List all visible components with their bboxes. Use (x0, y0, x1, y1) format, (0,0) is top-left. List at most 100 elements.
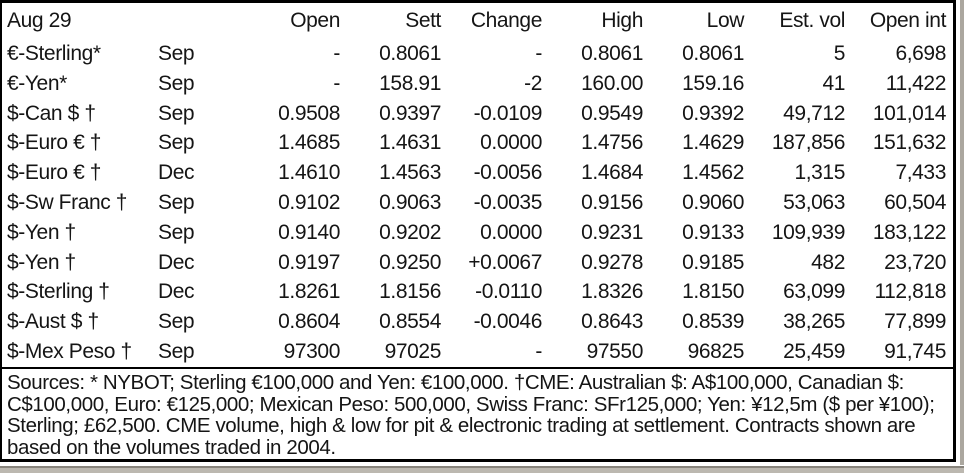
cell-contract: $-Euro € † (7, 161, 102, 185)
cell-est-vol: 41 (822, 71, 845, 95)
cell-open-int: 101,014 (872, 101, 947, 125)
cell-sett: 0.9063 (379, 190, 441, 214)
cell-open: 0.9508 (278, 101, 340, 125)
cell-open: 1.4685 (278, 131, 340, 155)
currency-futures-table: Aug 29 Open Sett Change High Low Est. vo… (2, 3, 953, 367)
page-shadow-right (960, 0, 964, 465)
cell-change: +0.0067 (468, 250, 542, 274)
cell-high: 0.9156 (581, 190, 643, 214)
cell-contract: $-Mex Peso † (7, 339, 132, 363)
cell-open: 1.4610 (278, 161, 340, 185)
cell-est-vol: 53,063 (783, 190, 845, 214)
cell-change: 0.0000 (480, 220, 542, 244)
column-header-sett: Sett (405, 9, 441, 32)
cell-low: 0.9392 (682, 101, 744, 125)
cell-est-vol: 1,315 (794, 161, 845, 185)
cell-contract: $-Aust $ † (7, 310, 99, 334)
cell-low: 0.8539 (682, 310, 744, 334)
cell-open: 0.9140 (278, 220, 340, 244)
cell-contract: $-Sterling † (7, 280, 110, 304)
cell-open-int: 112,818 (874, 280, 946, 304)
date-label: Aug 29 (7, 9, 72, 32)
cell-sett: 0.9397 (379, 101, 441, 125)
cell-low: 1.4562 (682, 161, 744, 185)
cell-high: 1.4684 (581, 161, 643, 185)
cell-open-int: 6,698 (895, 42, 946, 65)
cell-sett: 0.9202 (379, 220, 441, 244)
cell-open: - (333, 42, 340, 65)
cell-est-vol: 25,459 (783, 339, 845, 363)
cell-est-vol: 187,856 (771, 131, 846, 155)
cell-change: -0.0035 (473, 190, 543, 214)
cell-open-int: 77,899 (884, 310, 946, 334)
cell-open: - (333, 71, 340, 95)
cell-change: -0.0109 (473, 101, 543, 125)
cell-sett: 1.4631 (379, 131, 441, 155)
cell-sett: 97025 (384, 339, 442, 363)
cell-change: -2 (524, 71, 542, 95)
cell-contract: €-Yen* (7, 71, 67, 95)
cell-contract: $-Can $ † (7, 101, 96, 125)
cell-open: 0.8604 (278, 310, 340, 334)
cell-month: Dec (158, 161, 195, 185)
page-shadow-bottom (0, 466, 964, 473)
cell-month: Sep (158, 190, 195, 214)
cell-low: 1.4629 (682, 131, 744, 155)
cell-month: Dec (158, 280, 195, 304)
cell-est-vol: 482 (811, 250, 845, 274)
cell-open: 0.9197 (278, 250, 340, 274)
column-header-low: Low (706, 9, 745, 32)
cell-high: 0.9549 (581, 101, 643, 125)
cell-month: Sep (158, 339, 195, 363)
cell-change: -0.0110 (475, 280, 542, 304)
cell-low: 0.9060 (682, 190, 744, 214)
cell-change: -0.0056 (473, 161, 543, 185)
cell-month: Sep (158, 220, 195, 244)
column-header-open-int: Open int (869, 9, 947, 32)
cell-open: 1.8261 (278, 280, 340, 304)
cell-sett: 0.8554 (379, 310, 441, 334)
cell-month: Sep (158, 131, 195, 155)
cell-sett: 1.8156 (379, 280, 441, 304)
currency-futures-table-panel: Aug 29 Open Sett Change High Low Est. vo… (0, 0, 956, 462)
cell-month: Sep (158, 42, 195, 65)
cell-high: 1.4756 (581, 131, 643, 155)
cell-change: - (535, 339, 542, 363)
cell-open-int: 23,720 (884, 250, 946, 274)
cell-high: 0.8061 (581, 42, 643, 65)
cell-change: 0.0000 (480, 131, 542, 155)
cell-open-int: 183,122 (872, 220, 947, 244)
column-header-change: Change (470, 9, 543, 32)
cell-open: 97300 (283, 339, 341, 363)
cell-month: Dec (158, 250, 195, 274)
cell-contract: $-Sw Franc † (7, 190, 128, 214)
cell-est-vol: 5 (833, 42, 846, 65)
cell-sett: 0.9250 (379, 250, 441, 274)
sources-footnote: Sources: * NYBOT; Sterling €100,000 and … (2, 367, 953, 459)
cell-month: Sep (158, 101, 195, 125)
cell-high: 97550 (586, 339, 644, 363)
cell-open: 0.9102 (278, 190, 340, 214)
cell-change: - (535, 42, 542, 65)
cell-open-int: 60,504 (884, 190, 946, 214)
cell-month: Sep (158, 71, 195, 95)
cell-low: 96825 (687, 339, 745, 363)
cell-high: 0.9231 (581, 220, 643, 244)
column-header-high: High (601, 9, 643, 32)
cell-month: Sep (158, 310, 195, 334)
cell-low: 0.8061 (682, 42, 744, 65)
cell-open-int: 151,632 (872, 131, 947, 155)
cell-open-int: 11,422 (885, 71, 947, 95)
cell-sett: 158.91 (379, 71, 441, 95)
cell-low: 0.9133 (682, 220, 744, 244)
cell-open-int: 91,745 (884, 339, 946, 363)
cell-est-vol: 63,099 (783, 280, 845, 304)
cell-est-vol: 109,939 (771, 220, 846, 244)
cell-change: -0.0046 (473, 310, 543, 334)
cell-open-int: 7,433 (895, 161, 946, 185)
cell-high: 160.00 (581, 71, 643, 95)
cell-low: 1.8150 (682, 280, 744, 304)
cell-est-vol: 38,265 (783, 310, 845, 334)
column-header-est-vol: Est. vol (779, 9, 845, 32)
cell-low: 159.16 (682, 71, 744, 95)
